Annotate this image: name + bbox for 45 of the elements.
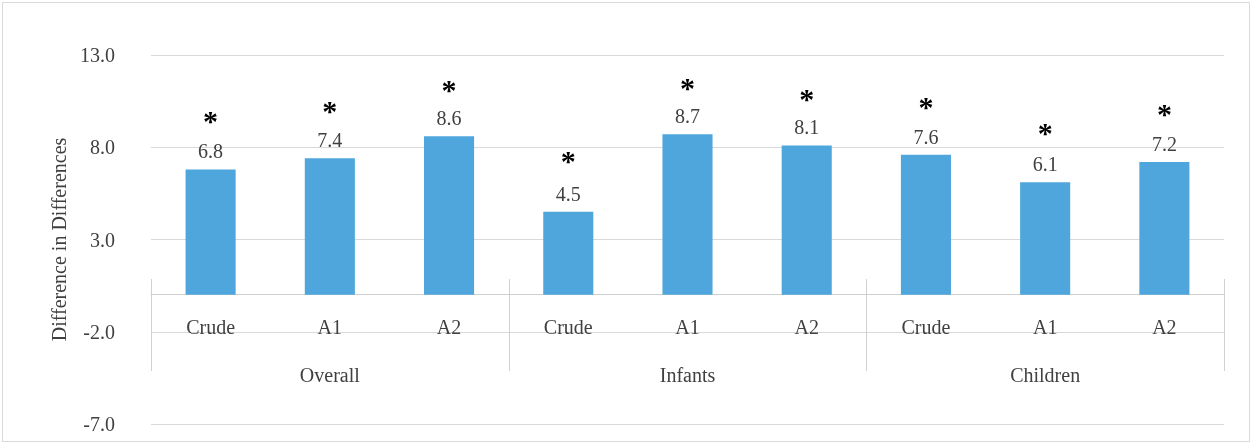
x-tick-label: A2 xyxy=(794,315,819,338)
data-label: 8.1 xyxy=(794,116,820,139)
annotation: * xyxy=(1037,116,1053,150)
data-label: 7.4 xyxy=(317,129,343,152)
y-tick-label: -7.0 xyxy=(83,413,115,435)
annotation: * xyxy=(441,73,457,107)
annotation: * xyxy=(680,71,695,105)
x-tick-label: A2 xyxy=(1152,315,1177,338)
x-tick-label: A2 xyxy=(436,315,462,338)
data-label: 6.8 xyxy=(198,140,224,163)
annotation: * xyxy=(560,143,576,177)
y-axis-title: Difference in Differences xyxy=(48,137,71,342)
data-label: 8.6 xyxy=(436,107,462,130)
y-tick-label: -2.0 xyxy=(83,320,115,343)
x-tick-label: A1 xyxy=(675,315,700,338)
bar xyxy=(304,158,355,295)
data-label: 7.2 xyxy=(1151,133,1177,156)
data-label: 4.5 xyxy=(555,182,581,205)
annotation: * xyxy=(799,81,815,115)
data-label: 6.1 xyxy=(1032,153,1058,176)
data-label: 7.6 xyxy=(913,125,939,148)
x-tick-label: Crude xyxy=(186,315,236,338)
bar xyxy=(1139,162,1190,295)
annotation: Infants xyxy=(659,363,716,386)
bar xyxy=(1020,182,1071,295)
data-label: 8.7 xyxy=(675,105,700,128)
y-tick-label: 13.0 xyxy=(80,44,115,66)
annotation: * xyxy=(203,104,219,138)
y-tick-label: 8.0 xyxy=(90,136,115,159)
x-tick-label: Crude xyxy=(543,315,593,338)
bar xyxy=(424,136,475,295)
x-tick-label: Crude xyxy=(901,315,951,338)
y-tick-label: 3.0 xyxy=(90,228,115,251)
bar xyxy=(543,211,594,295)
annotation: Overall xyxy=(299,363,361,386)
bar xyxy=(185,169,236,295)
annotation: * xyxy=(322,93,338,127)
annotation: Children xyxy=(1010,363,1081,386)
annotation: * xyxy=(918,90,934,124)
x-tick-label: A1 xyxy=(1032,315,1058,338)
bar xyxy=(662,134,713,295)
x-tick-label: A1 xyxy=(317,315,343,338)
annotation: * xyxy=(1156,97,1172,131)
bar xyxy=(781,145,832,295)
bar xyxy=(900,154,951,295)
